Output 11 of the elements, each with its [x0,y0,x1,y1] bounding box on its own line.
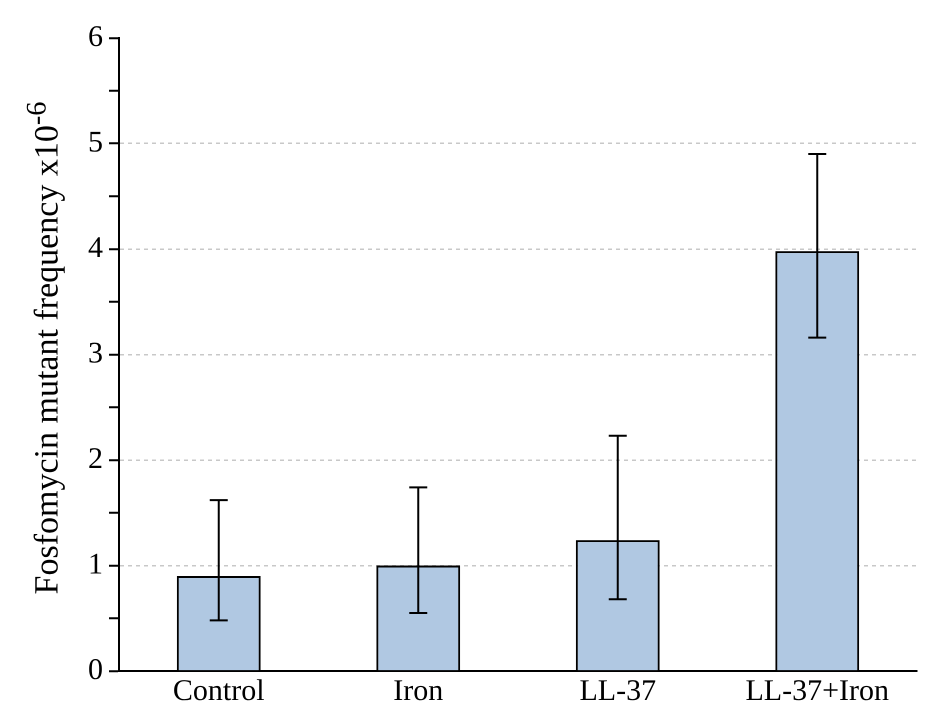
y-tick-label: 6 [88,20,103,53]
x-tick-label: Control [172,674,265,707]
y-tick-label: 5 [88,125,103,158]
x-tick-label: LL-37+Iron [745,674,890,707]
x-tick-label: LL-37 [579,674,656,707]
y-tick-label: 0 [88,652,103,686]
y-tick-label: 3 [88,336,103,370]
y-tick-label: 1 [88,547,103,580]
y-tick-label: 2 [88,442,103,475]
x-tick-label: Iron [393,674,444,707]
y-tick-label: 4 [88,230,103,264]
